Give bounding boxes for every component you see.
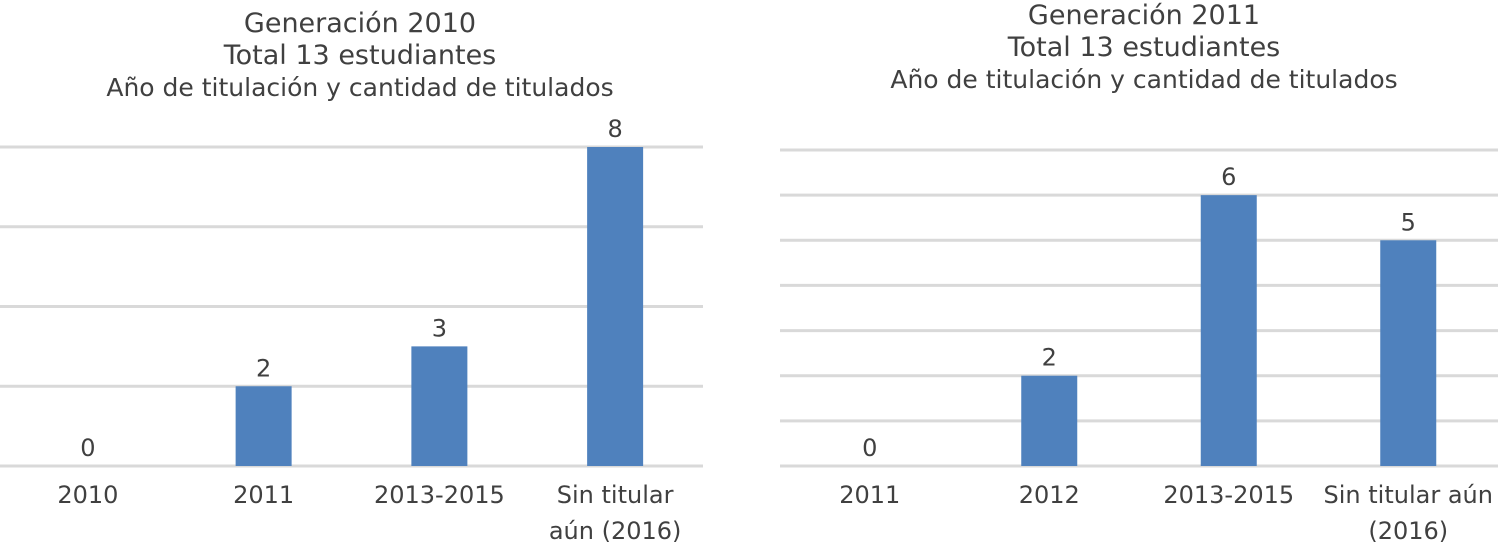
chart-subtitle: Total 13 estudiantes [1007,32,1281,64]
chart-title: Generación 2011 [1027,0,1261,31]
category-tick-label-line: 2012 [1019,481,1080,509]
chart-subtitle: Total 13 estudiantes [223,40,497,72]
category-tick-label-line: 2010 [57,481,118,509]
category-tick-label: 2010 [57,481,118,509]
bar [587,147,644,466]
bar-chart-plot: 0 2010 2 2011 3 2013-2015 8 Sin titular aún (201… [0,115,703,545]
category-tick-label: Sin titular aún (2016) [549,481,682,545]
chart-generacion-2011: Generación 2011 Total 13 estudiantes Año… [780,0,1508,553]
category-tick-label: 2013-2015 [1163,481,1294,509]
data-label: 3 [432,314,447,342]
category-tick-label-line: 2013-2015 [374,481,505,509]
chart-titles: Generación 2011 Total 13 estudiantes Año… [780,0,1508,95]
bar [1200,195,1257,466]
category-tick-label-line: 2013-2015 [1163,481,1294,509]
category-tick-label: 2011 [233,481,294,509]
data-label: 0 [862,434,877,462]
chart-generacion-2010: Generación 2010 Total 13 estudiantes Año… [0,0,720,553]
bar [1380,240,1437,466]
category-tick-label: Sin titular aún (2016) [1324,481,1493,545]
category-tick-label-line: Sin titular aún [1324,481,1493,509]
category-tick-label-line: Sin titular [557,481,674,509]
data-label: 2 [256,354,271,382]
data-label: 8 [607,115,622,143]
category-tick-label-line: aún (2016) [549,517,682,545]
bar [1021,375,1078,466]
data-label: 5 [1401,208,1416,236]
category-tick-label: 2011 [839,481,900,509]
chart-titles: Generación 2010 Total 13 estudiantes Año… [0,8,720,103]
bar-chart-plot: 0 2011 2 2012 6 2013-2015 5 Sin titular aún (201… [780,148,1498,545]
data-label: 2 [1042,344,1057,372]
category-tick-label-line: 2011 [839,481,900,509]
category-tick-label-line: (2016) [1368,517,1448,545]
category-tick-label: 2012 [1019,481,1080,509]
data-label: 6 [1221,163,1236,191]
category-tick-label: 2013-2015 [374,481,505,509]
data-label: 0 [80,434,95,462]
chart-subtitle-2: Año de titulación y cantidad de titulado… [106,72,614,102]
category-tick-label-line: 2011 [233,481,294,509]
bar [411,346,468,466]
chart-title: Generación 2010 [243,8,477,39]
bar [235,386,292,466]
chart-subtitle-2: Año de titulación y cantidad de titulado… [890,64,1398,94]
